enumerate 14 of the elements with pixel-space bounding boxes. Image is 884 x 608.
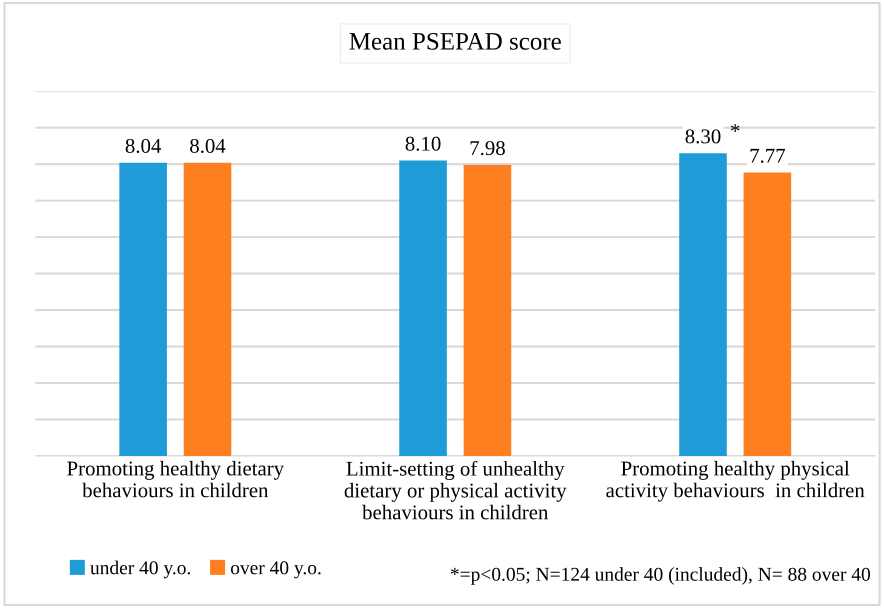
text: *=p<0.05; N=124 under 40 (included), N= 88 over 40 [450, 567, 870, 585]
x-tick-label: Promoting healthy physical activity behaviours in children [606, 460, 864, 502]
data-label: 8.30 [686, 129, 720, 144]
chart-title: Mean PSEPAD score [349, 32, 561, 50]
data-label: 7.98 [470, 141, 505, 156]
data-label: 7.77 [750, 148, 786, 163]
annotation: * [731, 124, 740, 132]
x-tick-label: Promoting healthy dietary behaviours in children [67, 460, 284, 498]
data-label: 8.04 [190, 138, 226, 154]
data-label: 8.04 [126, 138, 162, 154]
x-tick-label: Limit-setting of unhealthy dietary or physical activity behaviours in children [344, 460, 567, 520]
data-label: 8.10 [406, 136, 441, 151]
legend-label: over 40 y.o. [230, 561, 321, 578]
legend-label: under 40 y.o. [90, 560, 190, 578]
